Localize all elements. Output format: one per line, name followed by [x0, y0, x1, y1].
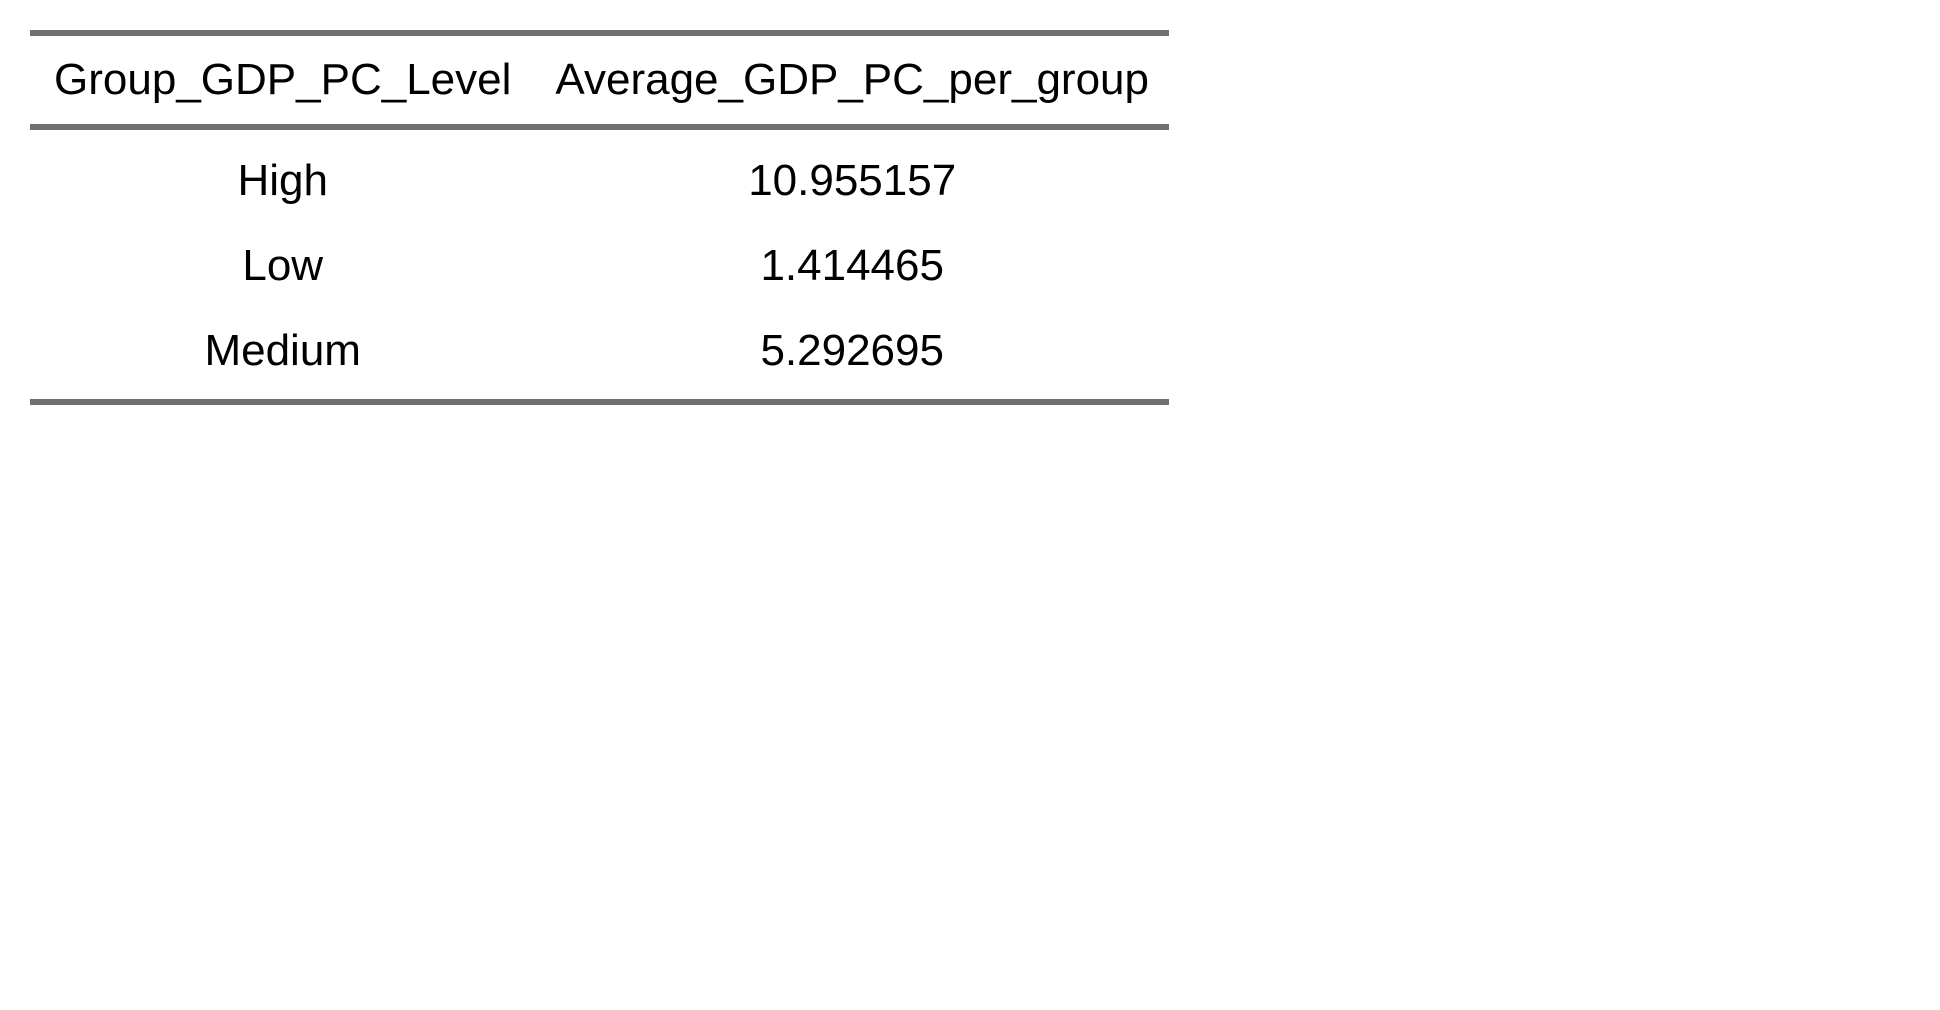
cell-group-level: Medium — [204, 325, 361, 375]
table-row: Medium 5.292695 — [30, 308, 1169, 402]
header-row: Group_GDP_PC_Level Average_GDP_PC_per_gr… — [30, 33, 1169, 127]
data-table: Group_GDP_PC_Level Average_GDP_PC_per_gr… — [30, 30, 1169, 405]
cell-group-level: Low — [242, 240, 324, 290]
table-row: High 10.955157 — [30, 127, 1169, 223]
table-row: Low 1.414465 — [30, 223, 1169, 308]
cell-average-gdp: 1.414465 — [760, 240, 944, 290]
table-header: Group_GDP_PC_Level Average_GDP_PC_per_gr… — [30, 33, 1169, 127]
cell-average-gdp: 5.292695 — [760, 325, 944, 375]
cell-average-gdp: 10.955157 — [748, 155, 957, 205]
table-body: High 10.955157 Low 1.414465 Medium 5.292… — [30, 127, 1169, 402]
cell-group-level: High — [237, 155, 328, 205]
header-group-gdp-pc-level: Group_GDP_PC_Level — [54, 55, 512, 104]
header-average-gdp-pc-per-group: Average_GDP_PC_per_group — [555, 55, 1149, 104]
data-table-container: Group_GDP_PC_Level Average_GDP_PC_per_gr… — [30, 30, 1169, 405]
